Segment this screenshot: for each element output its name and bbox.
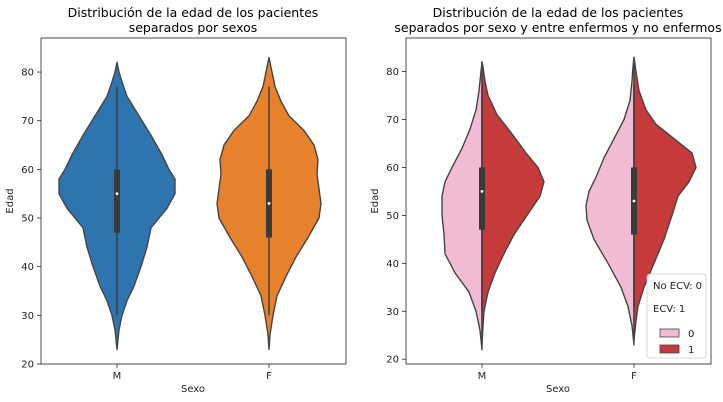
ytick-label: 50 [21,214,34,225]
legend-swatch-0 [659,328,680,338]
legend-swatch-1 [659,344,680,354]
legend-label-1: 1 [688,345,694,356]
right-ylabel: Edad [370,188,381,213]
left-violins [58,56,322,351]
right-xtick-f: F [631,371,637,382]
right-axes-frame [405,37,712,365]
ytick-label: 70 [386,115,399,126]
left-panel: Distribución de la edad de los pacientes… [5,5,347,395]
ytick-label: 40 [21,262,34,273]
ytick-label: 50 [386,211,399,222]
violin-m-ecv [481,61,545,346]
ytick-label: 40 [386,259,399,270]
left-xtick-f: F [266,371,272,382]
violin-m-no-ecv [441,61,483,351]
left-ylabel: Edad [5,188,16,213]
legend-note-ecv: ECV: 1 [653,304,685,315]
right-y-axis: 20 30 40 50 60 70 80 [386,67,406,366]
legend-label-0: 0 [688,329,694,340]
median-dot-m [480,190,484,193]
right-violins [441,56,697,351]
ytick-label: 80 [386,67,399,78]
violin-f-no-ecv [585,56,635,346]
right-x-axis: M F [478,364,637,382]
ytick-label: 80 [21,68,34,79]
right-title-line1: Distribución de la edad de los pacientes [433,5,684,20]
right-xlabel: Sexo [546,384,570,395]
ytick-label: 30 [386,307,399,318]
left-xtick-m: M [113,371,122,382]
ytick-label: 20 [386,355,399,366]
legend: No ECV: 0 ECV: 1 0 1 [646,273,707,359]
violin-f-ecv [633,56,697,341]
left-title-line2: separados por sexos [129,20,258,35]
left-title-line1: Distribución de la edad de los pacientes [68,5,319,20]
ytick-label: 20 [21,360,34,371]
ytick-label: 60 [386,163,399,174]
left-xlabel: Sexo [181,384,205,395]
ytick-label: 30 [21,311,34,322]
median-dot-f [267,202,271,205]
right-panel: Distribución de la edad de los pacientes… [370,5,722,395]
left-axes-frame [40,37,347,365]
iqr-box-m [114,169,120,233]
iqr-box-m [479,167,485,230]
median-dot-f [632,199,636,203]
median-dot-m [115,192,119,196]
ytick-label: 60 [21,165,34,176]
left-y-axis: 20 30 40 50 60 70 80 [21,68,41,371]
right-title-line2: separados por sexo y entre enfermos y no… [394,20,721,35]
right-xtick-m: M [478,371,487,382]
ytick-label: 70 [21,116,34,127]
left-x-axis: M F [113,364,272,382]
legend-note-no-ecv: No ECV: 0 [653,281,702,292]
